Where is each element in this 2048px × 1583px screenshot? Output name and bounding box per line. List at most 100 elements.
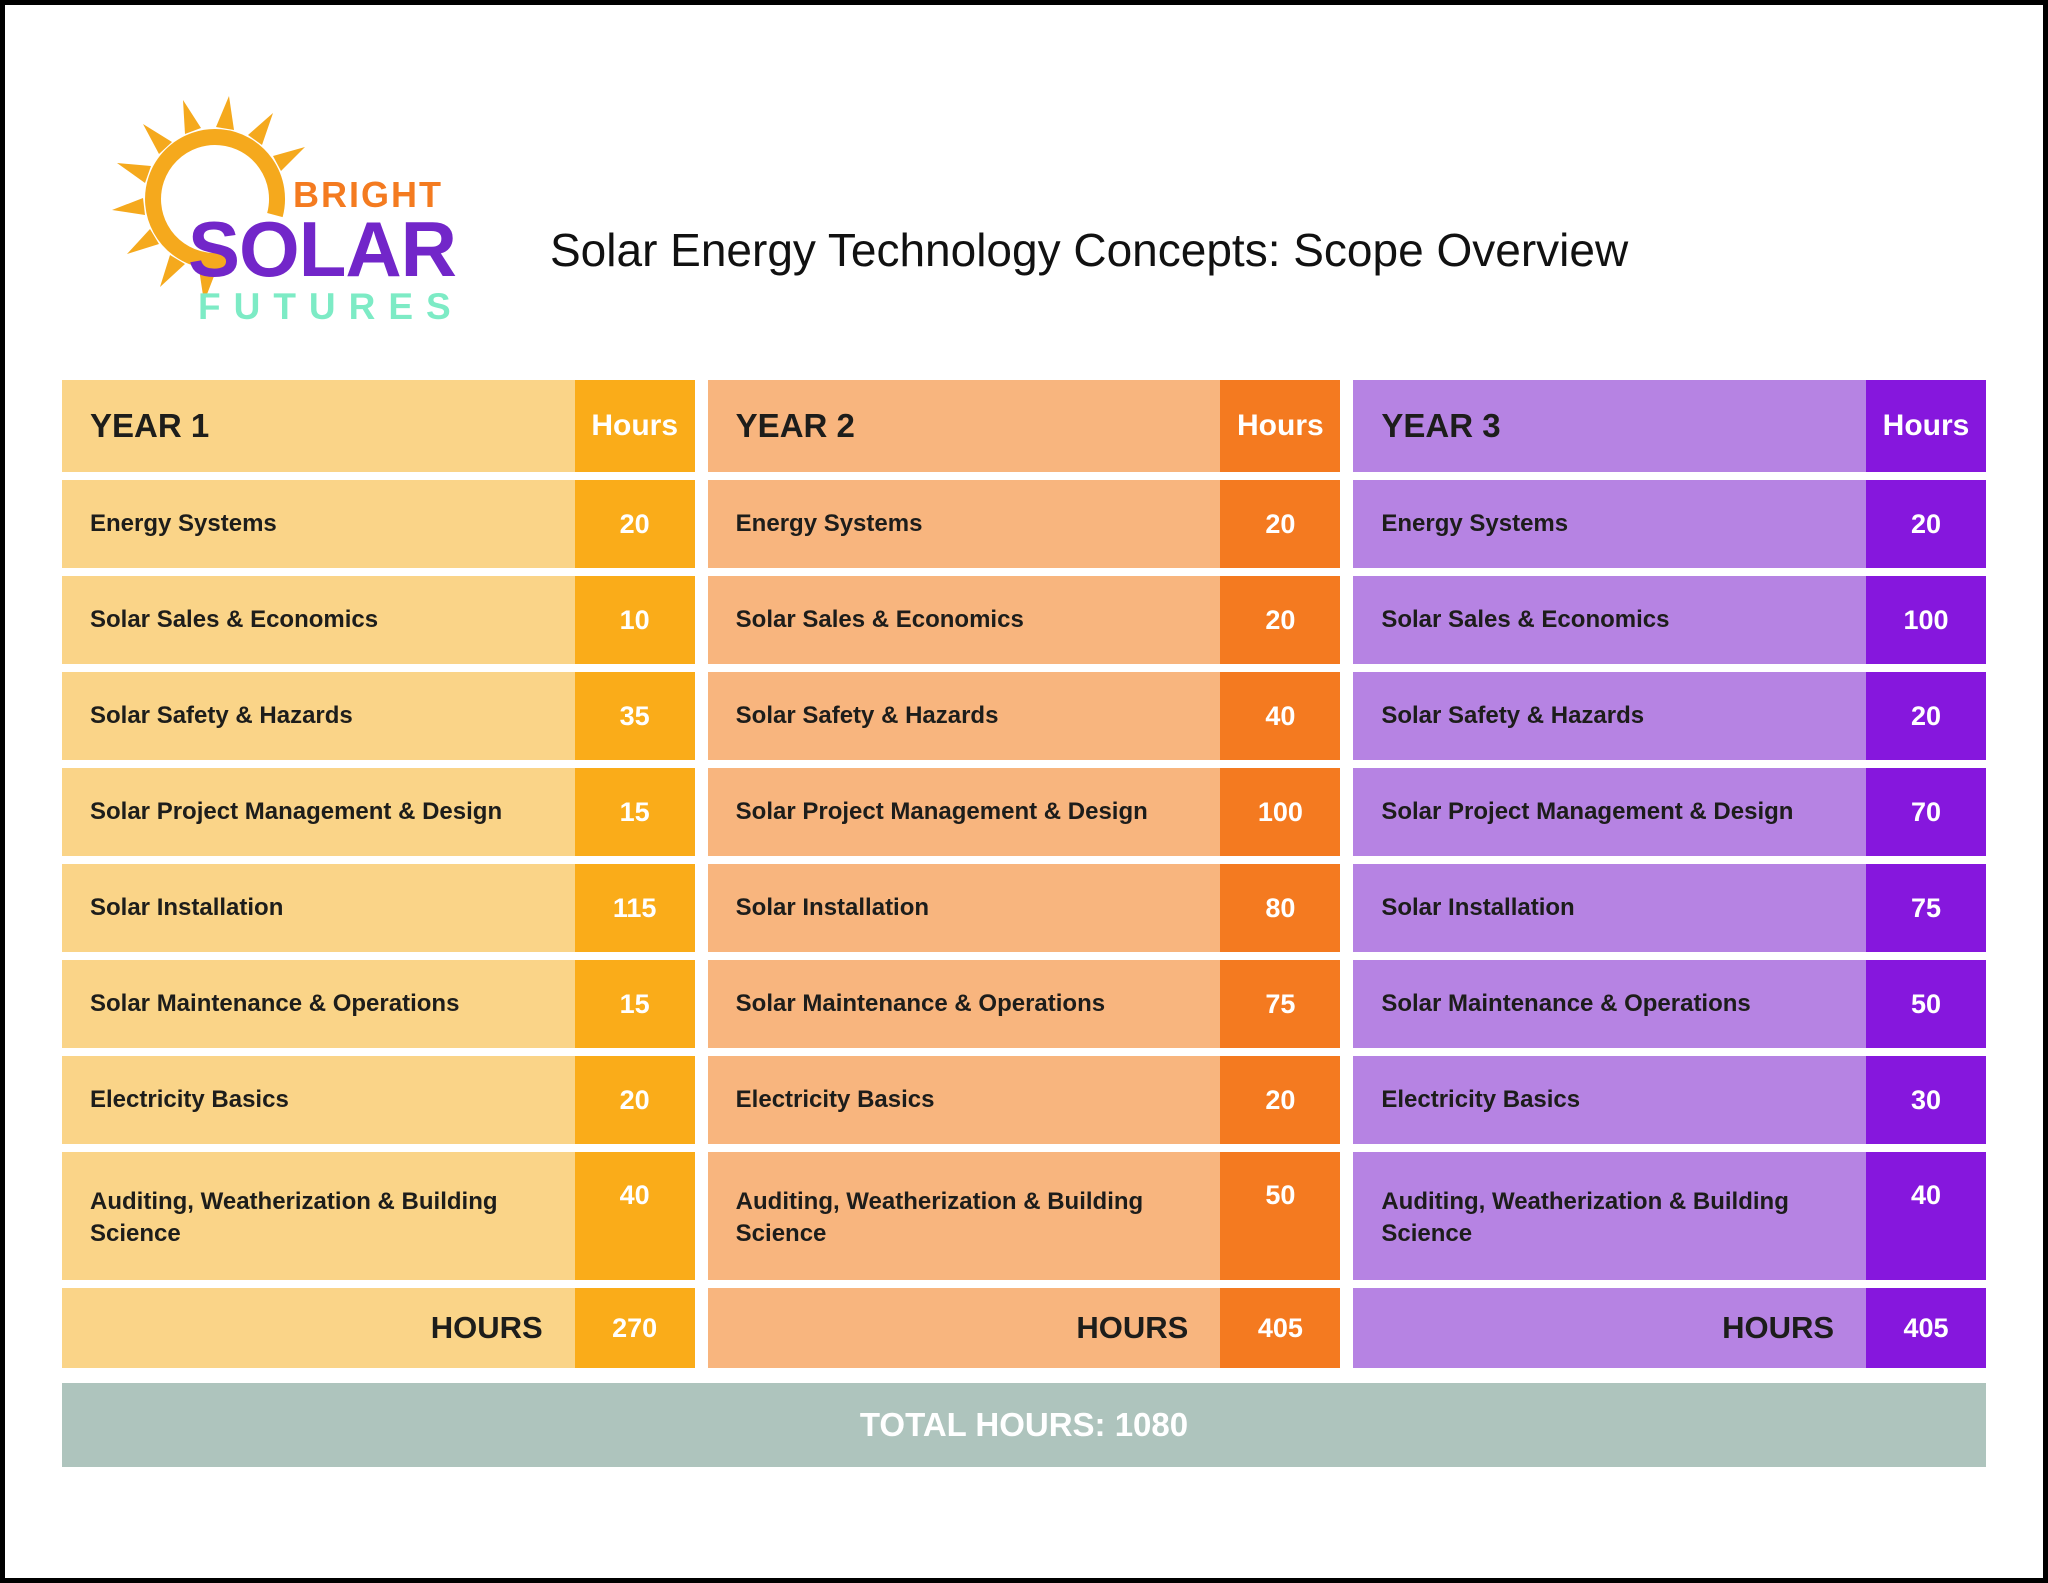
total-hours: 270 [574, 1288, 695, 1368]
course-name: Auditing, Weatherization & Building Scie… [1353, 1152, 1867, 1280]
logo-text-bright: BRIGHT [293, 174, 443, 215]
course-hours: 20 [574, 1056, 695, 1144]
course-row: Auditing, Weatherization & Building Scie… [1353, 1152, 1987, 1280]
column-total-row: HOURS 270 [62, 1288, 695, 1368]
course-name: Solar Project Management & Design [707, 768, 1221, 856]
column-header-row: YEAR 1 Hours [62, 380, 695, 472]
course-name: Solar Maintenance & Operations [62, 960, 575, 1048]
course-row: Solar Sales & Economics 20 [707, 576, 1341, 664]
course-hours: 75 [1866, 864, 1987, 952]
course-name: Solar Safety & Hazards [1353, 672, 1867, 760]
course-name: Solar Maintenance & Operations [1353, 960, 1867, 1048]
course-row: Solar Safety & Hazards 40 [707, 672, 1341, 760]
total-label: HOURS [707, 1288, 1221, 1368]
course-hours: 30 [1866, 1056, 1987, 1144]
course-name: Electricity Basics [1353, 1056, 1867, 1144]
column-header-row: YEAR 2 Hours [707, 380, 1341, 472]
total-label: HOURS [62, 1288, 575, 1368]
course-hours: 40 [574, 1152, 695, 1280]
logo: BRIGHT SOLAR FUTURES [5, 5, 485, 345]
course-row: Solar Installation 115 [62, 864, 695, 952]
course-name: Solar Safety & Hazards [62, 672, 575, 760]
total-hours: 405 [1220, 1288, 1341, 1368]
course-name: Electricity Basics [707, 1056, 1221, 1144]
course-row: Solar Installation 75 [1353, 864, 1987, 952]
course-name: Solar Sales & Economics [707, 576, 1221, 664]
course-hours: 15 [574, 960, 695, 1048]
page-title: Solar Energy Technology Concepts: Scope … [550, 224, 1629, 276]
course-row: Energy Systems 20 [1353, 480, 1987, 568]
column-header-row: YEAR 3 Hours [1353, 380, 1987, 472]
course-row: Solar Project Management & Design 15 [62, 768, 695, 856]
total-label: HOURS [1353, 1288, 1867, 1368]
course-hours: 70 [1866, 768, 1987, 856]
course-hours: 20 [1866, 672, 1987, 760]
column-total-row: HOURS 405 [1353, 1288, 1987, 1368]
course-hours: 20 [1866, 480, 1987, 568]
course-row: Auditing, Weatherization & Building Scie… [707, 1152, 1341, 1280]
year-columns: YEAR 1 Hours Energy Systems 20 Solar Sal… [62, 380, 1987, 1368]
course-row: Energy Systems 20 [707, 480, 1341, 568]
course-row: Solar Sales & Economics 10 [62, 576, 695, 664]
course-row: Solar Sales & Economics 100 [1353, 576, 1987, 664]
hours-header: Hours [1220, 380, 1341, 472]
course-hours: 35 [574, 672, 695, 760]
course-row: Solar Safety & Hazards 20 [1353, 672, 1987, 760]
course-hours: 20 [1220, 480, 1341, 568]
course-name: Solar Maintenance & Operations [707, 960, 1221, 1048]
course-row: Solar Maintenance & Operations 50 [1353, 960, 1987, 1048]
course-hours: 100 [1866, 576, 1987, 664]
course-name: Solar Safety & Hazards [707, 672, 1221, 760]
course-name: Energy Systems [707, 480, 1221, 568]
course-hours: 100 [1220, 768, 1341, 856]
logo-text-solar: SOLAR [188, 205, 457, 293]
hours-header: Hours [1866, 380, 1987, 472]
course-row: Electricity Basics 20 [707, 1056, 1341, 1144]
course-name: Auditing, Weatherization & Building Scie… [62, 1152, 575, 1280]
course-hours: 20 [1220, 576, 1341, 664]
course-row: Auditing, Weatherization & Building Scie… [62, 1152, 695, 1280]
course-name: Solar Installation [1353, 864, 1867, 952]
column-total-row: HOURS 405 [707, 1288, 1341, 1368]
hours-header: Hours [574, 380, 695, 472]
course-hours: 10 [574, 576, 695, 664]
course-name: Electricity Basics [62, 1056, 575, 1144]
course-hours: 40 [1866, 1152, 1987, 1280]
course-hours: 50 [1866, 960, 1987, 1048]
course-name: Solar Sales & Economics [1353, 576, 1867, 664]
course-hours: 115 [574, 864, 695, 952]
course-row: Solar Project Management & Design 100 [707, 768, 1341, 856]
course-hours: 80 [1220, 864, 1341, 952]
year-label: YEAR 3 [1353, 380, 1867, 472]
total-hours-bar: TOTAL HOURS: 1080 [62, 1383, 1986, 1467]
logo-text-futures: FUTURES [198, 286, 464, 327]
year-3-column: YEAR 3 Hours Energy Systems 20 Solar Sal… [1353, 380, 1987, 1368]
year-label: YEAR 2 [707, 380, 1221, 472]
course-row: Electricity Basics 20 [62, 1056, 695, 1144]
year-1-column: YEAR 1 Hours Energy Systems 20 Solar Sal… [62, 380, 695, 1368]
course-row: Electricity Basics 30 [1353, 1056, 1987, 1144]
course-row: Solar Project Management & Design 70 [1353, 768, 1987, 856]
course-row: Energy Systems 20 [62, 480, 695, 568]
course-name: Solar Project Management & Design [1353, 768, 1867, 856]
course-hours: 15 [574, 768, 695, 856]
course-row: Solar Maintenance & Operations 75 [707, 960, 1341, 1048]
course-hours: 20 [574, 480, 695, 568]
course-name: Solar Installation [707, 864, 1221, 952]
course-hours: 75 [1220, 960, 1341, 1048]
year-2-column: YEAR 2 Hours Energy Systems 20 Solar Sal… [707, 380, 1341, 1368]
course-name: Solar Installation [62, 864, 575, 952]
course-row: Solar Safety & Hazards 35 [62, 672, 695, 760]
sun-icon [112, 96, 305, 302]
course-name: Solar Sales & Economics [62, 576, 575, 664]
year-label: YEAR 1 [62, 380, 575, 472]
course-name: Solar Project Management & Design [62, 768, 575, 856]
course-hours: 50 [1220, 1152, 1341, 1280]
course-name: Energy Systems [62, 480, 575, 568]
course-hours: 20 [1220, 1056, 1341, 1144]
course-row: Solar Maintenance & Operations 15 [62, 960, 695, 1048]
course-name: Energy Systems [1353, 480, 1867, 568]
total-hours: 405 [1866, 1288, 1987, 1368]
course-name: Auditing, Weatherization & Building Scie… [707, 1152, 1221, 1280]
